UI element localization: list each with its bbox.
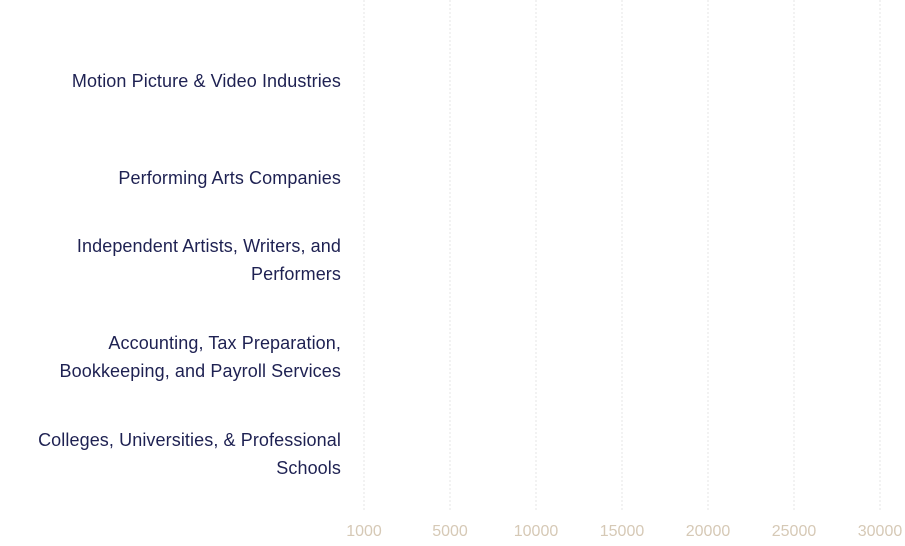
x-tick-label-30000: 30000 [857, 523, 903, 540]
category-label-accounting: Accounting, Tax Preparation, Bookkeeping… [59, 333, 341, 381]
x-tick-label-25000: 25000 [771, 523, 817, 540]
category-label-performing-arts: Performing Arts Companies [118, 168, 341, 188]
category-label-motion-picture: Motion Picture & Video Industries [71, 71, 341, 91]
x-tick-label-15000: 15000 [599, 523, 645, 540]
category-label-independent-artists: Independent Artists, Writers, and Perfor… [76, 236, 341, 284]
x-tick-label-1000: 1000 [346, 523, 382, 540]
x-tick-label-5000: 5000 [432, 523, 468, 540]
category-label-colleges: Colleges, Universities, & Professional S… [38, 430, 341, 478]
x-tick-label-10000: 10000 [513, 523, 559, 540]
x-tick-label-20000: 20000 [685, 523, 731, 540]
